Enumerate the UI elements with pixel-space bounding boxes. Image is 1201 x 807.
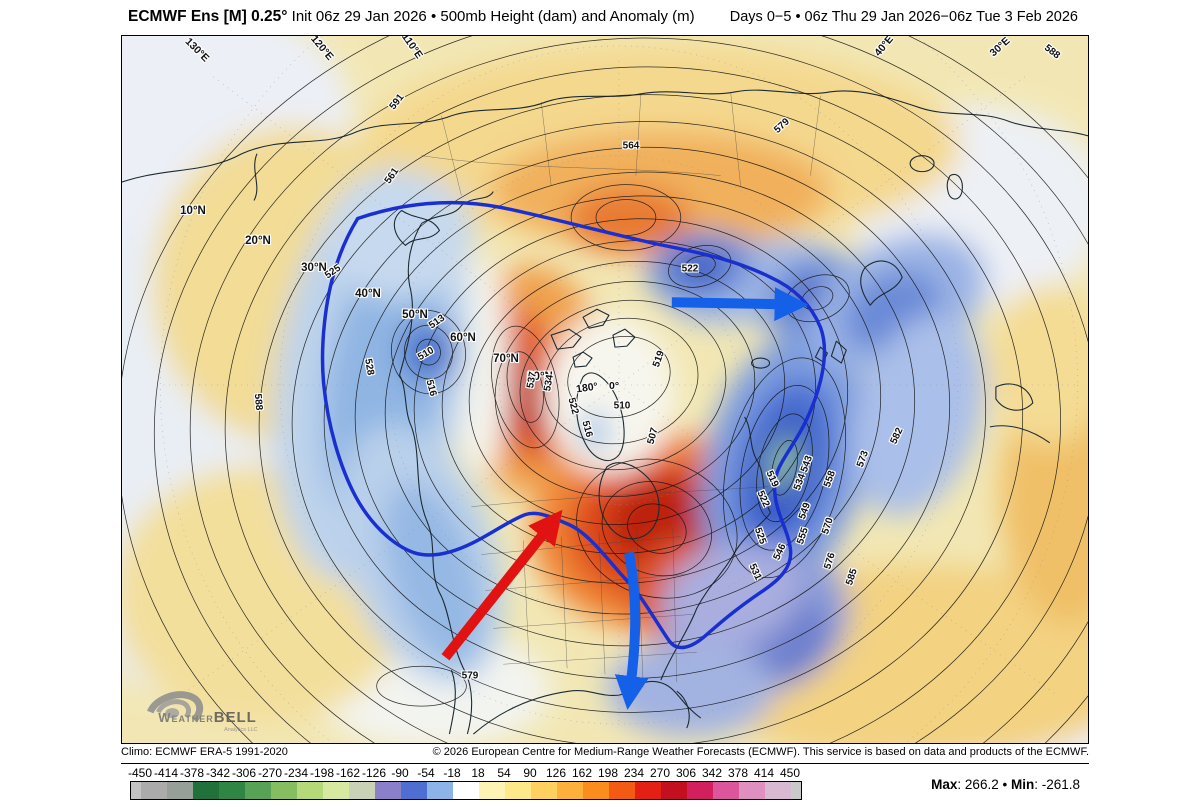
colorbar-segment: [609, 782, 635, 799]
colorbar-tick: 198: [597, 766, 619, 780]
colorbar-tick: 414: [753, 766, 775, 780]
colorbar-segment: [141, 782, 167, 799]
colorbar-tick: -378: [179, 766, 205, 780]
colorbar-tick: -162: [335, 766, 361, 780]
logo-bell-text: BELL: [214, 709, 257, 726]
colorbar-segment: [323, 782, 349, 799]
colorbar-segment: [661, 782, 687, 799]
colorbar-segment: [401, 782, 427, 799]
colorbar-segment: [687, 782, 713, 799]
colorbar-tick: 90: [523, 766, 537, 780]
colorbar-ticks: -450 -414 -378 -342 -306 -270 -234 -198 -162 -126…: [127, 766, 801, 780]
logo-swirl-icon: [147, 691, 204, 723]
logo-subtext: Analytics LLC: [224, 727, 257, 733]
colorbar-segment: [765, 782, 791, 799]
colorbar-segment: [193, 782, 219, 799]
colorbar-tick: -126: [361, 766, 387, 780]
colorbar-segment: [167, 782, 193, 799]
colorbar-segment: [583, 782, 609, 799]
colorbar-tick: -414: [153, 766, 179, 780]
anomaly-shading: [122, 36, 1088, 743]
colorbar-tick: 306: [675, 766, 697, 780]
colorbar-tick: -450: [127, 766, 153, 780]
contour-rings: [122, 36, 1088, 743]
colorbar-tick: -198: [309, 766, 335, 780]
weatherbell-logo: WeatherBELL Analytics LLC: [147, 691, 258, 733]
colorbar-segment: [531, 782, 557, 799]
colorbar-swatches: [130, 781, 802, 800]
blue-trough-arrow-down: [614, 551, 649, 710]
colorbar-tick: 162: [571, 766, 593, 780]
colorbar-segment: [297, 782, 323, 799]
map-canvas: WeatherBELL Analytics LLC 10°N 20°N 30°N 40…: [121, 35, 1089, 744]
colorbar-segment: [271, 782, 297, 799]
colorbar-tick: -270: [257, 766, 283, 780]
colorbar-segment: [245, 782, 271, 799]
svg-text:WeatherBELL: WeatherBELL: [158, 709, 257, 726]
colorbar-tick: 378: [727, 766, 749, 780]
colorbar-segment: [349, 782, 375, 799]
min-value: -261.8: [1041, 777, 1080, 792]
min-label: Min: [1010, 777, 1035, 792]
colorbar-tick: -54: [417, 766, 435, 780]
max-label: Max: [931, 777, 958, 792]
colorbar-tick: -342: [205, 766, 231, 780]
map-graphics: WeatherBELL Analytics LLC: [122, 36, 1088, 743]
blue-jet-arrow-right: [671, 287, 809, 322]
colorbar-tick: -18: [443, 766, 461, 780]
colorbar-tick: -234: [283, 766, 309, 780]
colorbar-tick: 270: [649, 766, 671, 780]
max-value: 266.2: [964, 777, 999, 792]
political-borders: [421, 91, 821, 683]
copyright-note: © 2026 European Centre for Medium-Range …: [432, 746, 1089, 758]
colorbar-segment: [219, 782, 245, 799]
colorbar-segment: [427, 782, 453, 799]
colorbar-segment: [479, 782, 505, 799]
colorbar-tick: 450: [779, 766, 801, 780]
colorbar-tick: 18: [471, 766, 485, 780]
title-valid-range: Days 0−5 • 06z Thu 29 Jan 2026−06z Tue 3…: [729, 9, 1078, 25]
colorbar-segment: [505, 782, 531, 799]
colorbar-segment: [739, 782, 765, 799]
colorbar-tick: 342: [701, 766, 723, 780]
extremes-readout: Max: 266.2 • Min: -261.8: [931, 777, 1080, 792]
red-ridge-arrow: [441, 509, 563, 661]
colorbar-tick: 126: [545, 766, 567, 780]
jet-stream-contour: [320, 200, 827, 650]
colorbar-tick: 234: [623, 766, 645, 780]
colorbar-segment: [635, 782, 661, 799]
colorbar-segment: [791, 782, 801, 799]
colorbar-tick: 54: [497, 766, 511, 780]
footer-divider: [121, 763, 1089, 764]
colorbar-tick: -90: [391, 766, 409, 780]
colorbar-tick: -306: [231, 766, 257, 780]
colorbar-segment: [713, 782, 739, 799]
colorbar-segment: [557, 782, 583, 799]
colorbar-segment: [375, 782, 401, 799]
title-init: Init 06z 29 Jan 2026 • 500mb Height (dam…: [287, 8, 695, 25]
climo-note: Climo: ECMWF ERA-5 1991-2020: [121, 746, 288, 758]
logo-weather-text: Weather: [158, 710, 214, 725]
colorbar-segment: [131, 782, 141, 799]
title-left: ECMWF Ens [M] 0.25° Init 06z 29 Jan 2026…: [128, 8, 695, 26]
title-model: ECMWF Ens [M] 0.25°: [128, 8, 288, 25]
colorbar-segment: [453, 782, 479, 799]
